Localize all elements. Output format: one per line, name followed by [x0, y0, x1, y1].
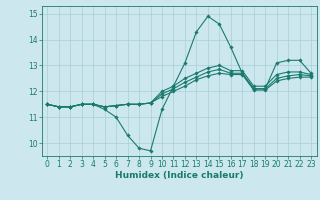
X-axis label: Humidex (Indice chaleur): Humidex (Indice chaleur)	[115, 171, 244, 180]
